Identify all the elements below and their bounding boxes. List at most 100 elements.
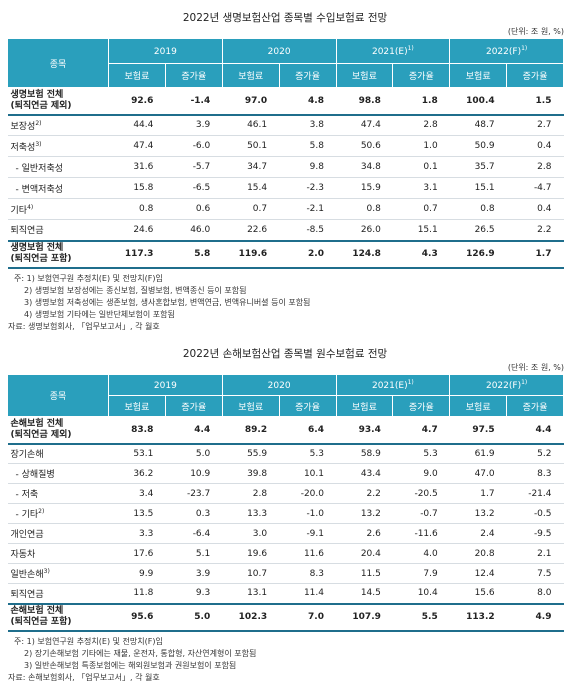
premium-cell: 20.4 [336, 543, 393, 564]
sub-header-growth: 증가율 [164, 395, 223, 417]
growth-cell: 5.0 [165, 443, 223, 464]
growth-cell: 5.8 [165, 239, 223, 269]
premium-cell: 13.2 [449, 503, 507, 524]
premium-cell: 48.7 [449, 114, 507, 136]
row-label: 손해보험 전체 (퇴직연금 제외) [7, 416, 109, 445]
nonlife-premium-table: 종목 2019 2020 2021(E)1) 2022(F)1) 보험료 증가율… [7, 374, 564, 632]
premium-cell: 13.2 [336, 503, 393, 524]
premium-cell: 50.1 [222, 135, 280, 157]
premium-cell: 36.2 [108, 463, 166, 484]
growth-cell: -4.7 [506, 177, 564, 199]
growth-cell: 46.0 [165, 219, 223, 241]
premium-cell: 1.7 [449, 483, 507, 504]
table-row: - 변액저축성 15.8 -6.5 15.4 -2.3 15.9 3.1 15.1 -4.7 [7, 177, 564, 199]
growth-cell: 1.7 [506, 239, 564, 269]
footnote: 2) 생명보험 보장성에는 종신보험, 질병보험, 변액종신 등이 포함됨 [24, 285, 247, 295]
premium-cell: 119.6 [222, 239, 280, 269]
premium-cell: 102.3 [222, 602, 280, 632]
table-row: 개인연금 3.3 -6.4 3.0 -9.1 2.6 -11.6 2.4 -9.5 [7, 523, 564, 544]
sub-header-growth: 증가율 [392, 395, 451, 417]
premium-cell: 0.8 [449, 198, 507, 220]
premium-cell: 3.3 [108, 523, 166, 544]
premium-cell: 58.9 [336, 443, 393, 464]
year-header: 2021(E)1) [335, 38, 451, 64]
life-footnotes: 주: 1) 보험연구원 추정치(E) 및 전망치(F)임 2) 생명보험 보장성에… [0, 273, 570, 333]
year-header: 2022(F)1) [449, 38, 564, 64]
growth-cell: 4.0 [392, 543, 450, 564]
premium-cell: 43.4 [336, 463, 393, 484]
nonlife-table-title: 2022년 손해보험산업 종목별 원수보험료 전망 [182, 348, 388, 360]
row-label: 기타4) [7, 198, 109, 220]
growth-cell: -1.0 [279, 503, 336, 524]
premium-cell: 0.8 [108, 198, 166, 220]
growth-cell: 4.8 [279, 87, 336, 116]
growth-cell: 11.4 [279, 583, 336, 604]
row-label: - 변액저축성 [7, 177, 109, 199]
growth-cell: 2.7 [506, 114, 564, 136]
premium-cell: 50.6 [336, 135, 393, 157]
row-label: - 저축 [7, 483, 109, 504]
growth-cell: 8.0 [506, 583, 564, 604]
premium-cell: 98.8 [336, 87, 393, 116]
row-label: 개인연금 [7, 523, 109, 544]
source-note: 자료: 손해보험회사, 「업무보고서」, 각 월호 [8, 672, 160, 682]
year-header: 2020 [221, 38, 337, 64]
sub-header-growth: 증가율 [164, 63, 223, 88]
table-row: 생명보험 전체 (퇴직연금 포함) 117.3 5.8 119.6 2.0 124.8 4.3… [7, 239, 564, 269]
premium-cell: 34.8 [336, 156, 393, 178]
growth-cell: 8.3 [506, 463, 564, 484]
premium-cell: 14.5 [336, 583, 393, 604]
premium-cell: 2.2 [336, 483, 393, 504]
sub-header-premium: 보험료 [449, 395, 508, 417]
row-label: 자동차 [7, 543, 109, 564]
row-label: 저축성3) [7, 135, 109, 157]
premium-cell: 15.9 [336, 177, 393, 199]
growth-cell: 5.1 [165, 543, 223, 564]
growth-cell: 7.5 [506, 563, 564, 584]
premium-cell: 15.4 [222, 177, 280, 199]
growth-cell: 0.6 [165, 198, 223, 220]
premium-cell: 13.5 [108, 503, 166, 524]
growth-cell: 0.4 [506, 135, 564, 157]
premium-cell: 15.1 [449, 177, 507, 199]
table-row: 퇴직연금 11.8 9.3 13.1 11.4 14.5 10.4 15.6 8.0 [7, 583, 564, 604]
growth-cell: 0.3 [165, 503, 223, 524]
premium-cell: 9.9 [108, 563, 166, 584]
premium-cell: 100.4 [449, 87, 507, 116]
growth-cell: 9.0 [392, 463, 450, 484]
premium-cell: 113.2 [449, 602, 507, 632]
premium-cell: 55.9 [222, 443, 280, 464]
row-label: 생명보험 전체 (퇴직연금 포함) [7, 239, 109, 269]
premium-cell: 124.8 [336, 239, 393, 269]
year-header: 2022(F)1) [449, 374, 564, 396]
sub-header-premium: 보험료 [449, 63, 508, 88]
growth-cell: 4.4 [165, 416, 223, 445]
premium-cell: 92.6 [108, 87, 166, 116]
premium-cell: 13.3 [222, 503, 280, 524]
growth-cell: 2.8 [506, 156, 564, 178]
growth-cell: 2.0 [279, 239, 336, 269]
premium-cell: 12.4 [449, 563, 507, 584]
table-row: 퇴직연금 24.6 46.0 22.6 -8.5 26.0 15.1 26.5 2.2 [7, 219, 564, 241]
growth-cell: -20.0 [279, 483, 336, 504]
premium-cell: 3.4 [108, 483, 166, 504]
year-header: 2020 [221, 374, 337, 396]
sub-header-premium: 보험료 [335, 63, 394, 88]
growth-cell: -2.1 [279, 198, 336, 220]
life-table-title: 2022년 생명보험산업 종목별 수입보험료 전망 [182, 12, 388, 24]
premium-cell: 15.6 [449, 583, 507, 604]
premium-cell: 83.8 [108, 416, 166, 445]
growth-cell: 1.0 [392, 135, 450, 157]
growth-cell: 10.4 [392, 583, 450, 604]
premium-cell: 0.8 [336, 198, 393, 220]
footnote: 3) 생명보험 저축성에는 생존보험, 생사혼합보험, 변액연금, 변액유니버셜… [24, 297, 311, 307]
growth-cell: 4.9 [506, 602, 564, 632]
table-row: 손해보험 전체 (퇴직연금 포함) 95.6 5.0 102.3 7.0 107.9 5.5 1… [7, 602, 564, 632]
growth-cell: -9.1 [279, 523, 336, 544]
premium-cell: 97.5 [449, 416, 507, 445]
premium-cell: 10.7 [222, 563, 280, 584]
growth-cell: 5.2 [506, 443, 564, 464]
premium-cell: 117.3 [108, 239, 166, 269]
premium-cell: 39.8 [222, 463, 280, 484]
growth-cell: -11.6 [392, 523, 450, 544]
